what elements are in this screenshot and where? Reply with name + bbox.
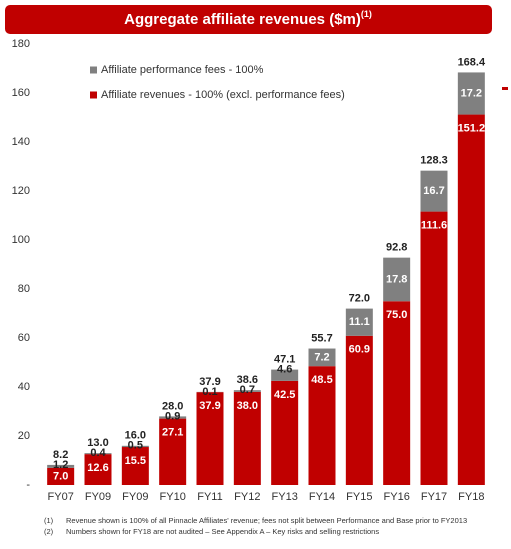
x-tick-label: FY13	[272, 491, 298, 503]
legend-swatch	[90, 67, 97, 74]
x-tick-label: FY18	[458, 491, 484, 503]
title-text: Aggregate affiliate revenues ($m)	[124, 11, 361, 28]
decoration	[502, 87, 508, 90]
data-label: 11.1	[349, 316, 370, 328]
data-label: 42.5	[274, 389, 295, 401]
footnote-marker: (2)	[44, 527, 54, 536]
y-tick-label: 180	[12, 38, 30, 50]
legend-label: Affiliate revenues - 100% (excl. perform…	[101, 89, 345, 101]
x-tick-label: FY11	[197, 491, 222, 503]
data-label: 27.1	[162, 427, 183, 439]
total-label: 128.3	[420, 155, 448, 167]
x-tick-label: FY10	[160, 491, 186, 503]
legend-label: Affiliate performance fees - 100%	[101, 64, 264, 76]
x-tick-label: FY09	[122, 491, 148, 503]
total-label: 8.2	[53, 449, 68, 461]
total-label: 28.0	[162, 400, 183, 412]
y-tick-label: 140	[12, 136, 30, 148]
x-tick-label: FY17	[421, 491, 447, 503]
data-label: 37.9	[199, 400, 220, 412]
x-tick-label: FY16	[384, 491, 410, 503]
data-label: 75.0	[386, 309, 407, 321]
total-label: 13.0	[87, 437, 108, 449]
total-label: 38.6	[237, 374, 258, 386]
data-label: 38.0	[237, 400, 258, 412]
total-label: 168.4	[458, 56, 486, 68]
total-label: 47.1	[274, 354, 295, 366]
bar-segment	[346, 336, 373, 485]
data-label: 7.0	[53, 470, 68, 482]
x-tick-label: FY15	[346, 491, 372, 503]
x-tick-label: FY12	[234, 491, 260, 503]
data-label: 60.9	[349, 344, 370, 356]
data-label: 111.6	[421, 219, 447, 231]
y-tick-label: 120	[12, 185, 30, 197]
data-label: 7.2	[314, 351, 329, 363]
total-label: 16.0	[125, 430, 146, 442]
total-label: 72.0	[349, 293, 370, 305]
y-tick-label: 100	[12, 234, 30, 246]
total-label: 55.7	[311, 332, 332, 344]
footnote-text: Revenue shown is 100% of all Pinnacle Af…	[66, 516, 467, 525]
data-label: 16.7	[423, 185, 444, 197]
total-label: 37.9	[199, 376, 220, 388]
y-tick-label: 160	[12, 87, 30, 99]
footnote-text: Numbers shown for FY18 are not audited –…	[66, 527, 379, 536]
y-tick-label: 40	[18, 381, 30, 393]
bar-segment	[458, 115, 485, 485]
legend-swatch	[90, 92, 97, 99]
footnote-marker: (1)	[44, 516, 54, 525]
data-label: 48.5	[311, 374, 332, 386]
data-label: 12.6	[87, 462, 108, 474]
chart-title: Aggregate affiliate revenues ($m)(1)	[124, 9, 372, 28]
x-tick-label: FY09	[85, 491, 111, 503]
data-label: 151.2	[458, 122, 486, 134]
bar-segment	[421, 212, 448, 485]
y-tick-label: 60	[18, 332, 30, 344]
data-label: 17.8	[386, 273, 407, 285]
title-superscript: (1)	[361, 9, 372, 19]
data-label: 17.2	[461, 87, 482, 99]
x-tick-label: FY07	[48, 491, 74, 503]
bar-segment	[383, 301, 410, 485]
y-tick-label: 20	[18, 430, 30, 442]
x-tick-label: FY14	[309, 491, 335, 503]
y-tick-label: 80	[18, 283, 30, 295]
data-label: 15.5	[125, 455, 146, 467]
y-tick-label: -	[26, 479, 30, 491]
total-label: 92.8	[386, 242, 407, 254]
